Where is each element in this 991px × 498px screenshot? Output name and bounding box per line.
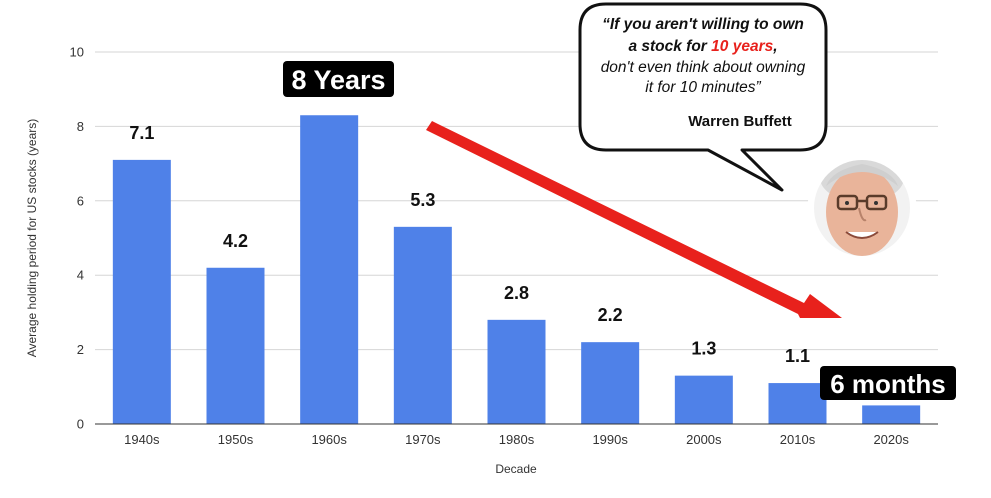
- quote-author: Warren Buffett: [688, 113, 792, 130]
- x-tick-label: 2000s: [686, 432, 722, 447]
- bar-1940s: [112, 159, 171, 424]
- y-tick-label: 0: [77, 417, 84, 432]
- y-tick-label: 4: [77, 268, 84, 283]
- data-label-1990s: 2.2: [598, 305, 623, 325]
- quote-line-2-end: ,: [772, 38, 777, 55]
- bar-1950s: [206, 267, 265, 424]
- peak-callout-box: [283, 61, 394, 97]
- y-tick-label: 8: [77, 119, 84, 134]
- quote-line-3: don't even think about owning: [601, 59, 806, 76]
- bar-2000s: [674, 375, 733, 424]
- speech-bubble-shape: [578, 2, 828, 192]
- bar-1990s: [581, 342, 640, 424]
- bars: [112, 115, 921, 425]
- peak-callout: 8 Years: [283, 61, 394, 97]
- data-label-2010s: 1.1: [785, 346, 810, 366]
- x-axis-ticks: 1940s 1950s 1960s 1970s 1980s 1990s 2000s 2010s…: [124, 432, 909, 447]
- bar-1970s: [393, 226, 452, 424]
- quote-line-2: a stock for 10 years,: [628, 38, 777, 55]
- bar-2010s: [768, 383, 827, 424]
- x-tick-label: 2020s: [873, 432, 909, 447]
- data-label-2000s: 1.3: [691, 339, 716, 359]
- bar-1980s: [487, 319, 546, 424]
- quote-line-4: it for 10 minutes”: [645, 79, 761, 96]
- latest-callout: 6 months: [820, 366, 956, 400]
- x-tick-label: 1970s: [405, 432, 441, 447]
- quote-line-1: “If you aren't willing to own: [602, 16, 804, 33]
- data-label-1980s: 2.8: [504, 283, 529, 303]
- quote-highlight: 10 years: [711, 38, 773, 55]
- x-tick-label: 1960s: [311, 432, 347, 447]
- data-label-1950s: 4.2: [223, 231, 248, 251]
- y-axis-ticks: 0 2 4 6 8 10: [70, 45, 84, 432]
- x-tick-label: 1980s: [499, 432, 535, 447]
- data-labels: 7.1 4.2 5.3 2.8 2.2 1.3 1.1: [129, 123, 810, 366]
- downtrend-arrow: [426, 121, 842, 318]
- bar-2020s: [862, 405, 921, 424]
- quote-bubble: “If you aren't willing to own a stock fo…: [578, 2, 828, 192]
- x-tick-label: 1940s: [124, 432, 160, 447]
- x-axis-title: Decade: [495, 462, 537, 476]
- bar-1960s: [300, 115, 359, 425]
- latest-callout-text: 6 months: [830, 369, 946, 399]
- data-label-1970s: 5.3: [410, 190, 435, 210]
- latest-callout-box: [820, 366, 956, 400]
- x-tick-label: 1990s: [592, 432, 628, 447]
- x-tick-label: 1950s: [218, 432, 254, 447]
- quote-line-2-start: a stock for: [628, 38, 711, 55]
- x-tick-label: 2010s: [780, 432, 816, 447]
- data-label-1940s: 7.1: [129, 123, 154, 143]
- y-tick-label: 6: [77, 193, 84, 208]
- warren-buffett-portrait: [807, 153, 917, 263]
- y-axis-title: Average holding period for US stocks (ye…: [25, 119, 39, 358]
- y-tick-label: 2: [77, 342, 84, 357]
- y-tick-label: 10: [70, 45, 84, 60]
- peak-callout-text: 8 Years: [291, 65, 385, 95]
